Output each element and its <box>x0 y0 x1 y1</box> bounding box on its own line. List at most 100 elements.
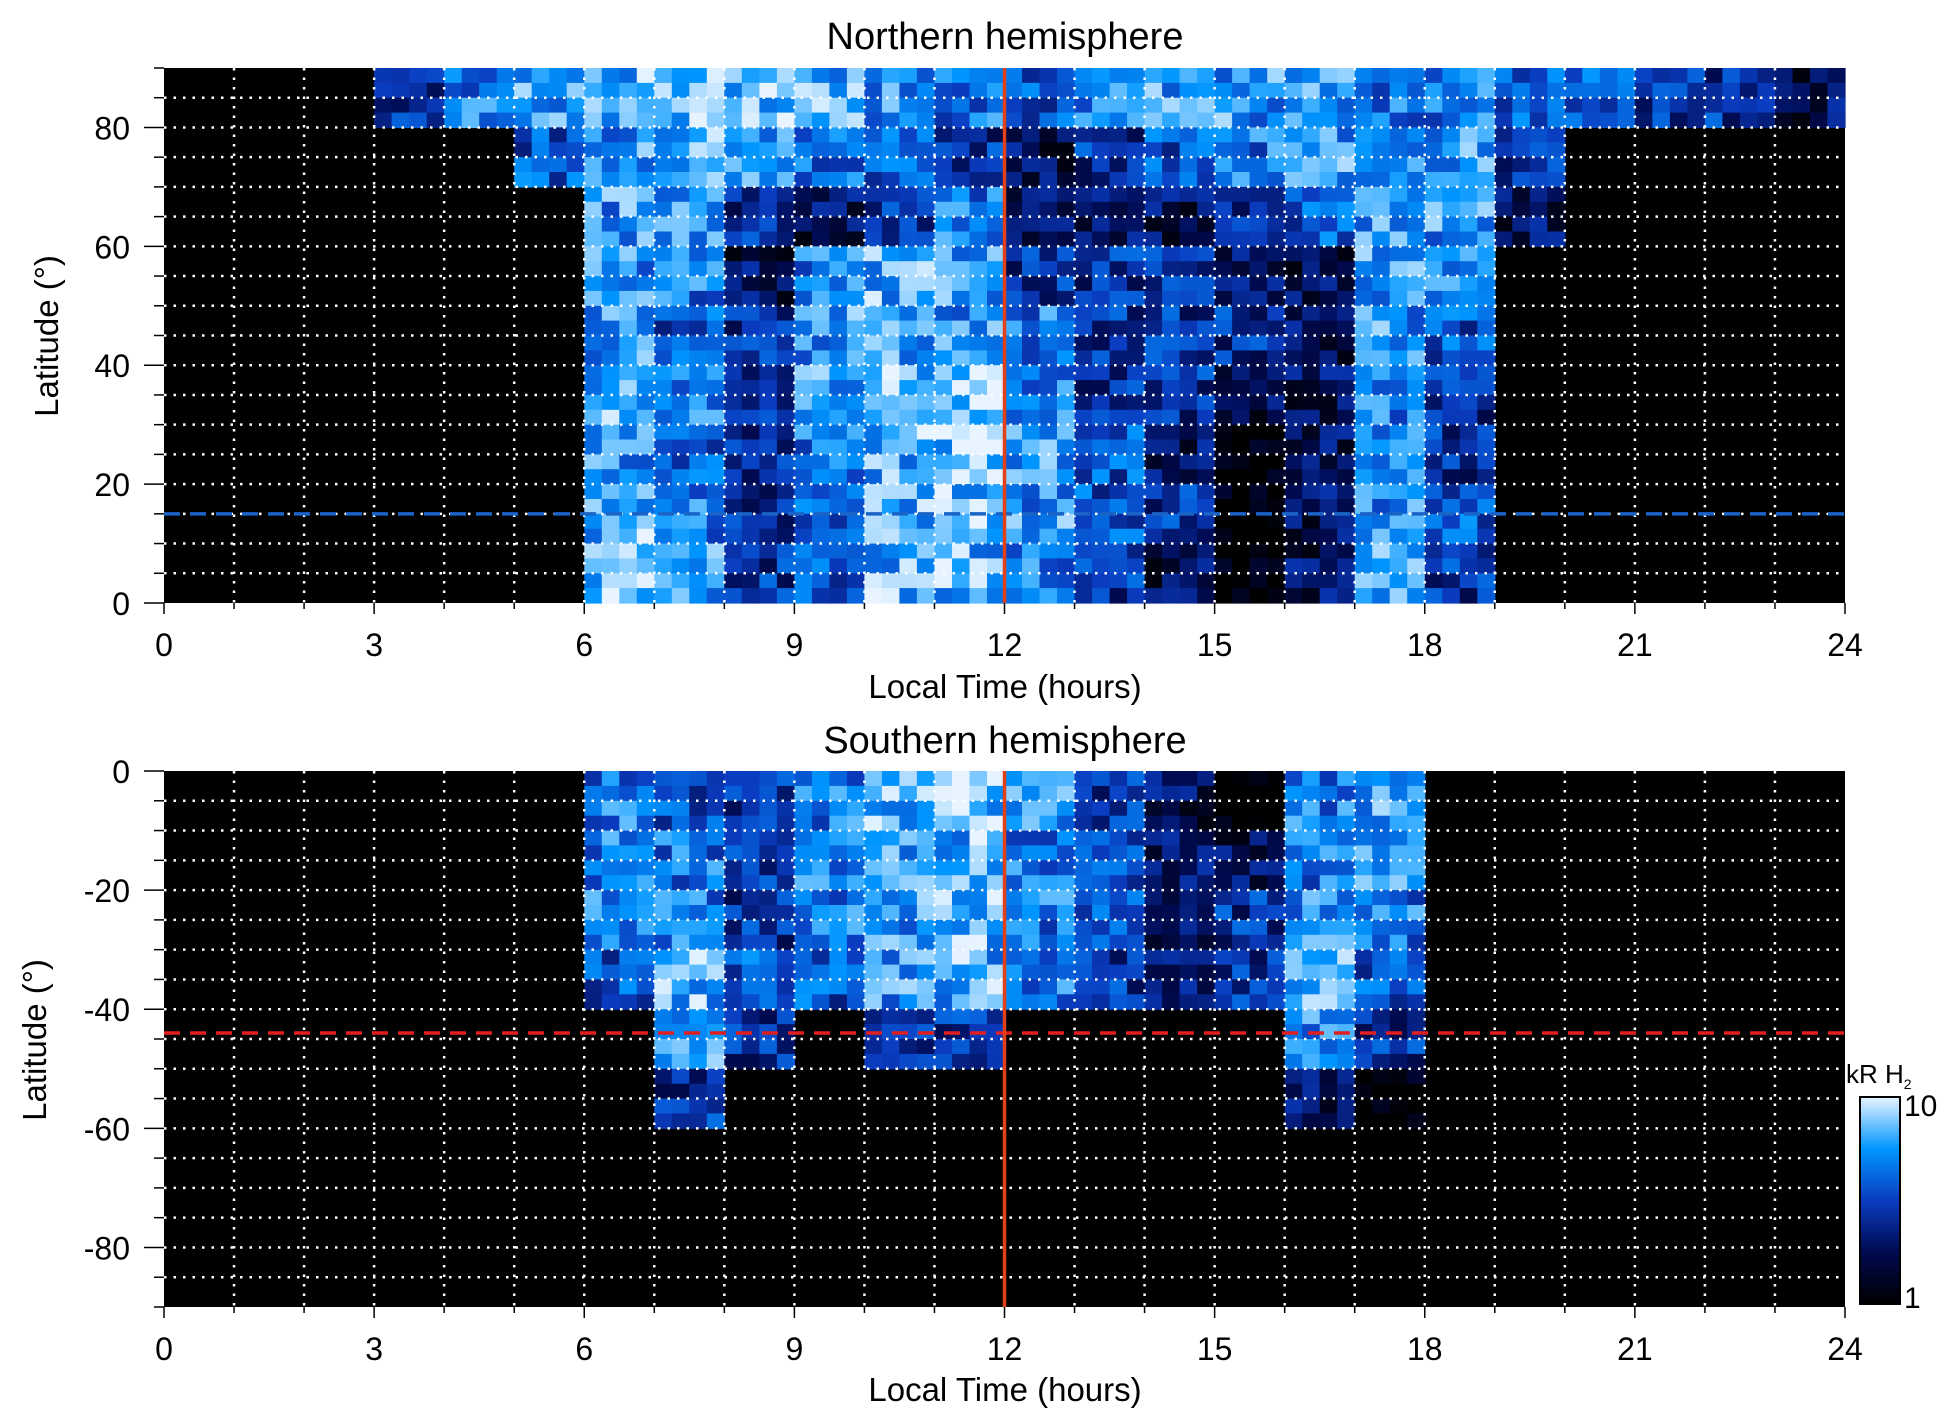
heatmap-cell <box>1319 172 1338 188</box>
heatmap-cell <box>864 172 883 188</box>
heatmap-cell <box>724 365 743 381</box>
heatmap-cell <box>846 305 865 322</box>
heatmap-cell <box>1757 112 1776 129</box>
heatmap-cell <box>1372 231 1391 247</box>
heatmap-cell <box>1372 409 1391 426</box>
heatmap-cell <box>741 771 760 787</box>
x-tick-label: 3 <box>365 1331 383 1367</box>
heatmap-cell <box>1284 875 1303 891</box>
heatmap-cell <box>1249 276 1268 292</box>
heatmap-cell <box>1197 350 1216 366</box>
heatmap-cell <box>1109 142 1128 158</box>
heatmap-cell <box>881 186 900 203</box>
heatmap-cell <box>584 380 603 396</box>
heatmap-cell <box>1477 439 1496 455</box>
heatmap-cell <box>811 335 830 351</box>
heatmap-cell <box>584 97 603 114</box>
heatmap-cell <box>1494 216 1513 233</box>
heatmap-cell <box>1074 573 1093 589</box>
heatmap-cell <box>1302 335 1321 351</box>
heatmap-cell <box>1599 68 1618 84</box>
heatmap-cell <box>741 216 760 233</box>
heatmap-cell <box>584 513 603 530</box>
heatmap-cell <box>1372 1039 1391 1055</box>
heatmap-cell <box>566 82 585 99</box>
heatmap-cell <box>741 919 760 936</box>
heatmap-cell <box>864 484 883 500</box>
heatmap-cell <box>829 890 848 906</box>
heatmap-cell <box>1004 320 1023 337</box>
heatmap-cell <box>794 800 813 817</box>
heatmap-cell <box>1249 409 1268 426</box>
heatmap-cell <box>1232 424 1251 441</box>
heatmap-cell <box>1337 1083 1356 1100</box>
heatmap-cell <box>601 335 620 351</box>
x-tick-label: 6 <box>575 1331 593 1367</box>
heatmap-cell <box>1319 231 1338 247</box>
heatmap-cell <box>1144 815 1163 832</box>
heatmap-cell <box>1214 771 1233 787</box>
heatmap-cell <box>584 994 603 1010</box>
heatmap-cell <box>1092 409 1111 426</box>
heatmap-cell <box>1057 845 1076 861</box>
heatmap-cell <box>1144 964 1163 981</box>
heatmap-cell <box>654 172 673 188</box>
heatmap-cell <box>1232 543 1251 560</box>
heatmap-cell <box>1197 97 1216 114</box>
heatmap-cell <box>776 815 795 832</box>
heatmap-cell <box>724 469 743 485</box>
heatmap-cell <box>881 380 900 396</box>
heatmap-cell <box>776 454 795 470</box>
heatmap-cell <box>741 186 760 203</box>
heatmap-cell <box>1074 979 1093 995</box>
heatmap-cell <box>671 513 690 530</box>
heatmap-cell <box>916 890 935 906</box>
heatmap-cell <box>1074 469 1093 485</box>
heatmap-cell <box>1319 588 1338 604</box>
heatmap-cell <box>1179 815 1198 832</box>
heatmap-cell <box>1372 454 1391 470</box>
heatmap-cell <box>1319 785 1338 802</box>
heatmap-cell <box>1074 276 1093 292</box>
heatmap-cell <box>1249 528 1268 545</box>
heatmap-cell <box>496 68 515 84</box>
heatmap-cell <box>654 231 673 247</box>
heatmap-cell <box>916 305 935 322</box>
heatmap-cell <box>759 785 778 802</box>
heatmap-cell <box>794 484 813 500</box>
heatmap-cell <box>724 201 743 218</box>
heatmap-cell <box>1564 112 1583 129</box>
heatmap-cell <box>1354 1039 1373 1055</box>
heatmap-cell <box>1004 246 1023 262</box>
heatmap-cell <box>1302 860 1321 876</box>
heatmap-cell <box>1337 934 1356 951</box>
heatmap-cell <box>1424 246 1443 262</box>
heatmap-cell <box>689 68 708 84</box>
heatmap-cell <box>1512 127 1531 143</box>
heatmap-cell <box>1057 261 1076 277</box>
heatmap-cell <box>1179 439 1198 455</box>
heatmap-cell <box>1039 127 1058 143</box>
heatmap-cell <box>759 558 778 574</box>
heatmap-cell <box>1057 528 1076 545</box>
heatmap-cell <box>1214 409 1233 426</box>
heatmap-cell <box>706 830 725 847</box>
heatmap-cell <box>1267 528 1286 545</box>
heatmap-cell <box>829 290 848 307</box>
heatmap-cell <box>1109 771 1128 787</box>
heatmap-cell <box>1004 484 1023 500</box>
heatmap-cell <box>881 454 900 470</box>
heatmap-cell <box>1354 964 1373 981</box>
heatmap-cell <box>1127 68 1146 84</box>
heatmap-cell <box>1407 186 1426 203</box>
heatmap-cell <box>1109 290 1128 307</box>
heatmap-cell <box>1529 216 1548 233</box>
heatmap-cell <box>829 830 848 847</box>
heatmap-cell <box>1162 785 1181 802</box>
heatmap-cell <box>1022 994 1041 1010</box>
heatmap-cell <box>811 528 830 545</box>
heatmap-cell <box>1512 157 1531 173</box>
heatmap-cell <box>934 276 953 292</box>
heatmap-cell <box>1162 424 1181 441</box>
heatmap-cell <box>1389 1053 1408 1070</box>
